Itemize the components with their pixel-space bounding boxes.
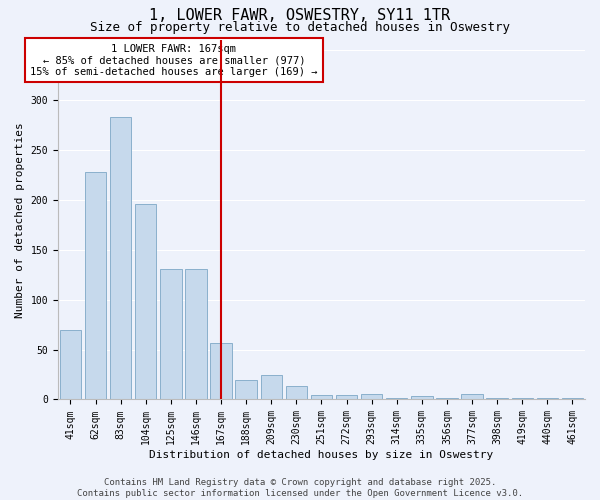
Y-axis label: Number of detached properties: Number of detached properties	[15, 122, 25, 318]
Bar	[436, 398, 458, 400]
Bar	[336, 396, 357, 400]
Bar	[311, 396, 332, 400]
Bar	[235, 380, 257, 400]
Bar	[211, 342, 232, 400]
Bar	[286, 386, 307, 400]
Bar	[135, 204, 157, 400]
Bar	[386, 398, 407, 400]
Text: 1 LOWER FAWR: 167sqm
← 85% of detached houses are smaller (977)
15% of semi-deta: 1 LOWER FAWR: 167sqm ← 85% of detached h…	[30, 44, 317, 77]
Text: Contains HM Land Registry data © Crown copyright and database right 2025.
Contai: Contains HM Land Registry data © Crown c…	[77, 478, 523, 498]
Bar	[512, 398, 533, 400]
Bar	[536, 398, 558, 400]
Bar	[361, 394, 382, 400]
Bar	[160, 268, 182, 400]
Bar	[461, 394, 483, 400]
X-axis label: Distribution of detached houses by size in Oswestry: Distribution of detached houses by size …	[149, 450, 494, 460]
Text: 1, LOWER FAWR, OSWESTRY, SY11 1TR: 1, LOWER FAWR, OSWESTRY, SY11 1TR	[149, 8, 451, 22]
Bar	[562, 398, 583, 400]
Bar	[110, 117, 131, 400]
Bar	[260, 374, 282, 400]
Bar	[487, 398, 508, 400]
Bar	[85, 172, 106, 400]
Bar	[185, 268, 206, 400]
Bar	[60, 330, 81, 400]
Bar	[411, 396, 433, 400]
Text: Size of property relative to detached houses in Oswestry: Size of property relative to detached ho…	[90, 21, 510, 34]
